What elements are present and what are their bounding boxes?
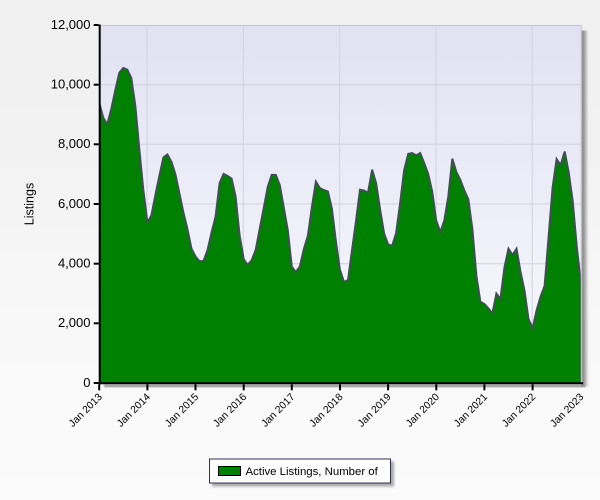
svg-text:6,000: 6,000: [58, 196, 91, 211]
svg-text:Jan 2020: Jan 2020: [404, 392, 442, 430]
svg-text:Active Listings, Number of: Active Listings, Number of: [246, 466, 379, 478]
svg-text:Jan 2015: Jan 2015: [163, 392, 201, 430]
svg-text:Listings: Listings: [22, 183, 36, 225]
svg-text:Jan 2017: Jan 2017: [260, 392, 298, 430]
svg-text:0: 0: [83, 375, 90, 390]
svg-text:12,000: 12,000: [51, 17, 91, 32]
svg-text:8,000: 8,000: [58, 136, 91, 151]
svg-text:4,000: 4,000: [58, 256, 91, 271]
svg-text:2,000: 2,000: [58, 315, 91, 330]
svg-text:Jan 2018: Jan 2018: [308, 392, 346, 430]
svg-text:Jan 2016: Jan 2016: [211, 392, 249, 430]
svg-text:Jan 2022: Jan 2022: [500, 392, 538, 430]
svg-text:Jan 2023: Jan 2023: [549, 392, 587, 430]
svg-text:Jan 2013: Jan 2013: [67, 392, 105, 430]
svg-text:Jan 2019: Jan 2019: [356, 392, 394, 430]
svg-text:10,000: 10,000: [51, 77, 91, 92]
svg-text:Jan 2021: Jan 2021: [452, 392, 490, 430]
svg-text:Jan 2014: Jan 2014: [115, 392, 153, 430]
